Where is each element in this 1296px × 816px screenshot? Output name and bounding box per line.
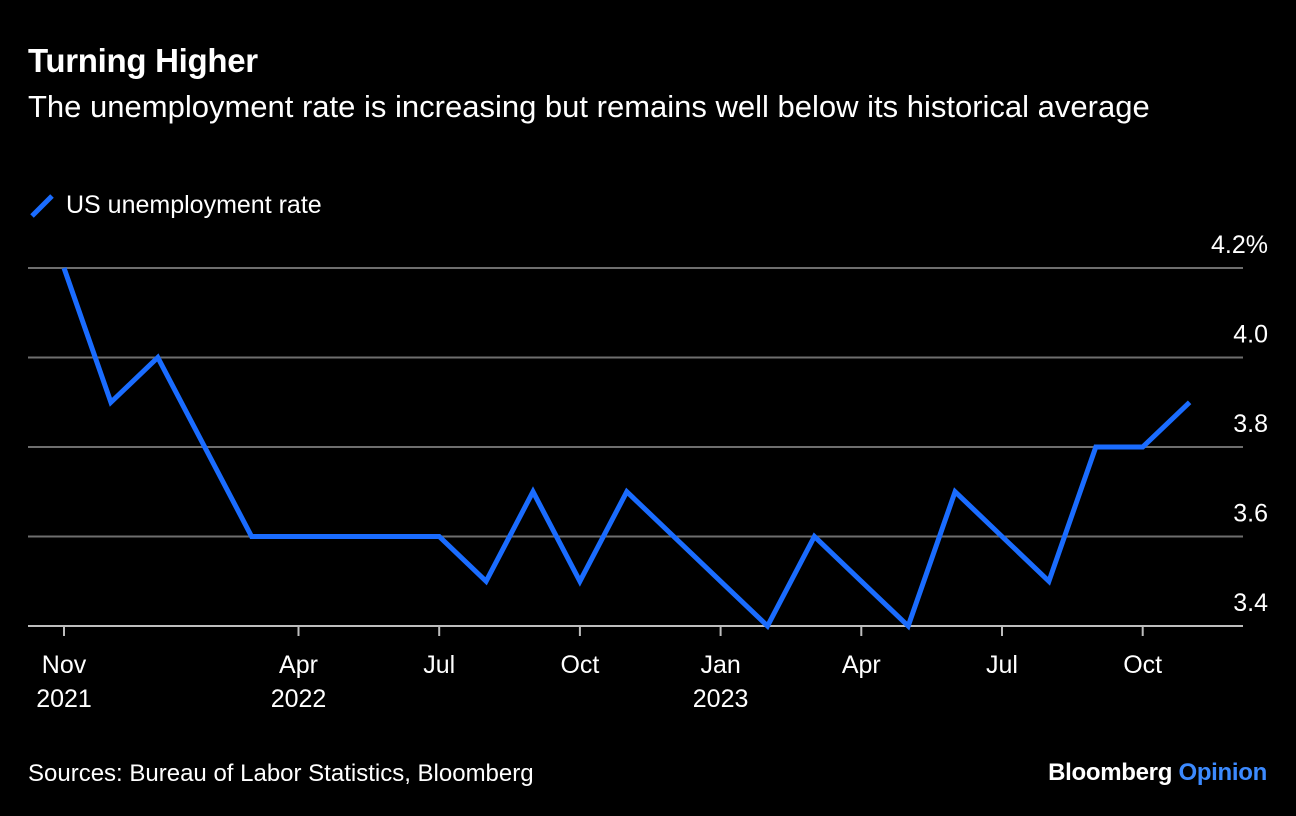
brand-main: Bloomberg: [1048, 759, 1173, 786]
y-axis-ticks: 4.2% 4.0 3.8 3.6 3.4: [1211, 231, 1268, 617]
x-tick-label: Apr: [842, 651, 881, 679]
x-tick-year-label: 2023: [693, 685, 749, 713]
series: [61, 267, 1192, 631]
chart-subtitle: The unemployment rate is increasing but …: [28, 89, 1150, 124]
y-tick-label: 3.8: [1233, 410, 1268, 438]
y-tick-label: 4.0: [1233, 321, 1268, 349]
chart-title: Turning Higher: [28, 42, 258, 79]
legend: US unemployment rate: [28, 190, 322, 220]
x-tick-label: Nov: [42, 651, 87, 679]
series-line: [61, 267, 1192, 631]
y-tick-label: 3.6: [1233, 500, 1268, 528]
gridlines: [28, 267, 1243, 627]
x-tick-year-label: 2022: [271, 685, 327, 713]
x-tick-label: Apr: [279, 651, 318, 679]
x-tick-label: Jan: [700, 651, 740, 679]
brand-logo: Bloomberg Opinion: [1048, 759, 1267, 787]
legend-label: US unemployment rate: [66, 190, 322, 219]
brand-accent: Opinion: [1178, 759, 1267, 786]
x-tick-label: Jul: [986, 651, 1018, 679]
legend-line-icon: [30, 194, 54, 218]
x-tick-year-label: 2021: [36, 685, 92, 713]
y-tick-label: 3.4: [1233, 589, 1268, 617]
x-tick-label: Oct: [1123, 651, 1162, 679]
y-tick-label: 4.2%: [1211, 231, 1268, 259]
x-tick-label: Oct: [560, 651, 599, 679]
source-note: Sources: Bureau of Labor Statistics, Blo…: [28, 760, 534, 787]
x-tick-label: Jul: [423, 651, 455, 679]
x-axis-ticks: Nov 2021 Apr 2022 Jul Oct Jan 2023 Apr Jul Oct: [36, 626, 1162, 713]
